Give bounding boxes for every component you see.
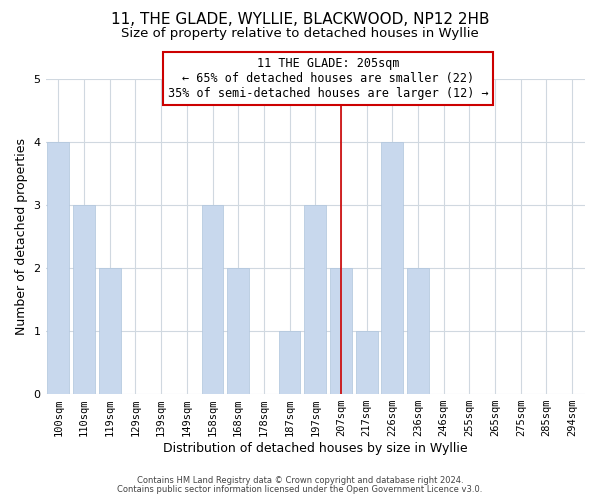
Text: 11 THE GLADE: 205sqm
← 65% of detached houses are smaller (22)
35% of semi-detac: 11 THE GLADE: 205sqm ← 65% of detached h… xyxy=(168,57,488,100)
Bar xyxy=(304,205,326,394)
Bar xyxy=(47,142,70,394)
Bar xyxy=(407,268,429,394)
Y-axis label: Number of detached properties: Number of detached properties xyxy=(15,138,28,335)
Bar xyxy=(99,268,121,394)
Text: Contains HM Land Registry data © Crown copyright and database right 2024.: Contains HM Land Registry data © Crown c… xyxy=(137,476,463,485)
Bar xyxy=(330,268,352,394)
Bar xyxy=(356,331,377,394)
Bar xyxy=(278,331,301,394)
Bar xyxy=(73,205,95,394)
Text: Contains public sector information licensed under the Open Government Licence v3: Contains public sector information licen… xyxy=(118,485,482,494)
Bar xyxy=(227,268,249,394)
Bar xyxy=(202,205,223,394)
Text: Size of property relative to detached houses in Wyllie: Size of property relative to detached ho… xyxy=(121,28,479,40)
X-axis label: Distribution of detached houses by size in Wyllie: Distribution of detached houses by size … xyxy=(163,442,467,455)
Text: 11, THE GLADE, WYLLIE, BLACKWOOD, NP12 2HB: 11, THE GLADE, WYLLIE, BLACKWOOD, NP12 2… xyxy=(111,12,489,28)
Bar xyxy=(382,142,403,394)
